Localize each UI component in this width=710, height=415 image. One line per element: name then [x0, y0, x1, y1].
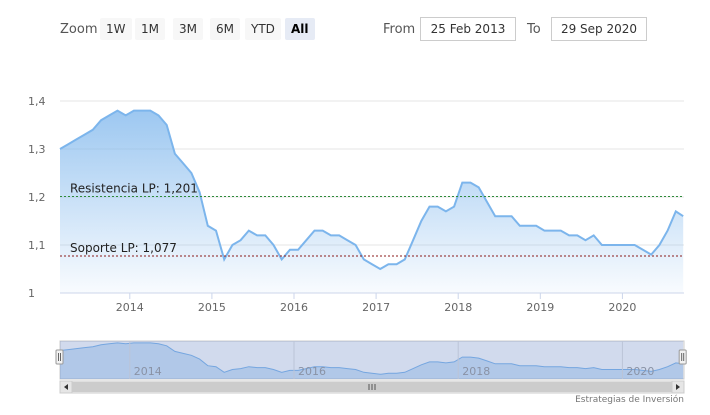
- navigator-series-line: [59, 342, 684, 375]
- x-tick-label: 2014: [116, 301, 144, 314]
- navigator-series-fill: [60, 342, 684, 379]
- zoom-button-all[interactable]: All: [285, 18, 315, 40]
- navigator[interactable]: 2014 2016 2018 2020: [55, 340, 687, 394]
- x-tick-label: 2019: [526, 301, 554, 314]
- zoom-button-ytd[interactable]: YTD: [245, 18, 281, 40]
- zoom-button-3m[interactable]: 3M: [173, 18, 203, 40]
- y-tick-label: 1: [28, 287, 35, 300]
- series-line: [59, 109, 684, 271]
- navigator-handle-right[interactable]: [678, 349, 687, 365]
- zoom-button-1w[interactable]: 1W: [100, 18, 132, 40]
- x-axis: 2014 2015 2016 2017 2018 2019 2020: [60, 292, 684, 314]
- navigator-tick-label: 2016: [298, 365, 326, 378]
- navigator-selection[interactable]: [60, 341, 684, 379]
- x-tick-label: 2017: [362, 301, 390, 314]
- credit-text: Estrategias de Inversión: [575, 395, 684, 405]
- y-tick-label: 1,3: [28, 143, 46, 156]
- y-tick-label: 1,4: [28, 95, 46, 108]
- y-tick-label: 1,1: [28, 239, 46, 252]
- x-tick-label: 2020: [608, 301, 636, 314]
- zoom-button-1m[interactable]: 1M: [135, 18, 165, 40]
- series-area: [59, 109, 684, 293]
- resistance-label: Resistencia LP: 1,201: [70, 182, 198, 196]
- range-selector: Zoom 1W 1M 3M 6M YTD All From 25 Feb 2013 To …: [0, 0, 710, 54]
- to-date-input[interactable]: 29 Sep 2020: [551, 17, 647, 41]
- navigator-tick-label: 2014: [134, 365, 162, 378]
- from-label: From: [383, 22, 416, 37]
- support-label: Soporte LP: 1,077: [70, 241, 177, 255]
- to-label: To: [527, 22, 541, 37]
- y-tick-label: 1,2: [28, 191, 46, 204]
- x-tick-label: 2016: [280, 301, 308, 314]
- annotations: Resistencia LP: 1,201 Soporte LP: 1,077: [60, 182, 684, 257]
- series-area-fill: [60, 110, 684, 293]
- zoom-label: Zoom: [60, 22, 98, 37]
- y-axis: 1 1,1 1,2 1,3 1,4: [28, 95, 46, 300]
- navigator-tick-label: 2018: [462, 365, 490, 378]
- x-tick-label: 2018: [444, 301, 472, 314]
- navigator-handle-left[interactable]: [55, 349, 64, 365]
- arrow-left-icon: [64, 384, 68, 390]
- from-date-input[interactable]: 25 Feb 2013: [420, 17, 516, 41]
- navigator-tick-label: 2020: [626, 365, 654, 378]
- zoom-button-6m[interactable]: 6M: [210, 18, 240, 40]
- x-tick-label: 2015: [198, 301, 226, 314]
- arrow-right-icon: [676, 384, 680, 390]
